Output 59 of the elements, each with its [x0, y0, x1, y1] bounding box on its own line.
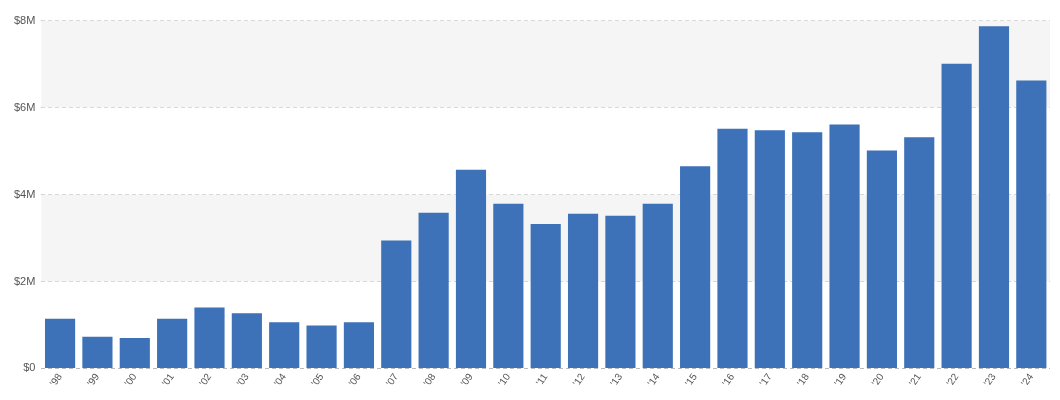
bar — [343, 322, 374, 368]
bar — [605, 215, 636, 368]
x-tick-label: '99 — [84, 370, 102, 389]
x-tick-label: '01 — [159, 370, 177, 389]
x-tick-label: '15 — [682, 370, 700, 389]
x-tick-label: '22 — [944, 370, 961, 389]
x-tick-label: '14 — [645, 370, 662, 389]
x-tick-label: '09 — [458, 370, 476, 389]
bar — [44, 318, 76, 368]
bar — [157, 318, 188, 368]
x-tick-label: '08 — [421, 370, 438, 389]
x-tick-label: '00 — [122, 370, 139, 389]
bar — [717, 128, 748, 368]
bar — [194, 307, 225, 368]
x-tick-label: '18 — [794, 370, 812, 389]
x-tick-label: '24 — [1018, 370, 1036, 389]
x-tick-label: '02 — [196, 370, 214, 389]
x-tick-label: '21 — [906, 370, 924, 389]
x-tick-label: '23 — [981, 370, 999, 389]
x-tick-label: '07 — [383, 370, 401, 389]
y-tick-label: $8M — [13, 13, 36, 26]
bar — [231, 313, 262, 368]
bar — [306, 325, 337, 368]
x-tick-label: '06 — [346, 370, 364, 389]
bar — [792, 132, 823, 368]
bar — [754, 130, 785, 368]
bar — [530, 224, 561, 368]
bar — [642, 203, 673, 368]
bar — [866, 150, 897, 368]
bar — [82, 336, 113, 368]
x-tick-label: '11 — [533, 370, 550, 388]
bar — [1016, 80, 1047, 368]
bar — [418, 212, 449, 368]
y-tick-label: $2M — [13, 274, 36, 287]
y-tick-label: $6M — [13, 100, 36, 113]
x-tick-label: '19 — [831, 370, 849, 389]
bar — [493, 203, 524, 368]
x-tick-label: '98 — [47, 370, 65, 389]
x-tick-label: '05 — [308, 370, 326, 389]
x-tick-label: '10 — [495, 370, 513, 389]
bar — [941, 63, 972, 368]
bar — [269, 322, 300, 368]
x-tick-label: '12 — [570, 370, 588, 389]
x-tick-label: '13 — [607, 370, 625, 389]
bar — [119, 338, 150, 368]
bar — [978, 26, 1010, 368]
x-tick-label: '04 — [271, 370, 289, 389]
bar — [381, 240, 412, 368]
bar — [567, 213, 599, 368]
x-tick-label: '17 — [757, 370, 774, 389]
bar — [904, 137, 935, 368]
x-tick-label: '03 — [234, 370, 251, 389]
bar — [829, 124, 860, 368]
x-tick-label: '16 — [719, 370, 737, 389]
x-tick-label: '20 — [869, 370, 887, 389]
y-tick-label: $4M — [13, 187, 36, 200]
bar — [455, 169, 487, 368]
bar — [680, 166, 711, 368]
y-tick-label: $0 — [23, 361, 36, 374]
